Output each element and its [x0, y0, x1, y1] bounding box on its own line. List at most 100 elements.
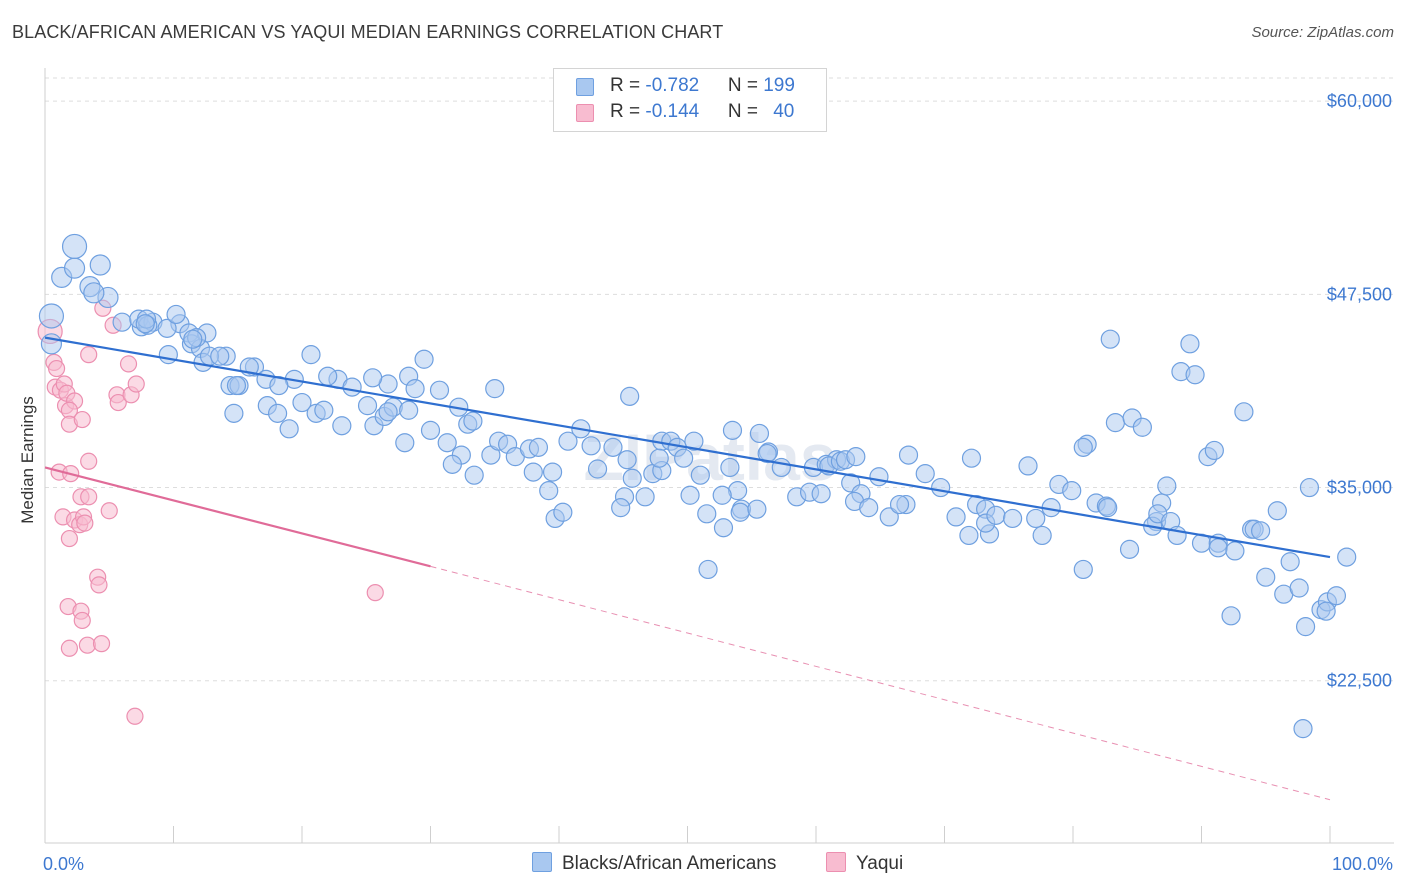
y-axis-label: Median Earnings: [18, 396, 37, 524]
black-point: [279, 419, 299, 439]
black-point: [1299, 477, 1320, 498]
black-point: [363, 368, 383, 388]
black-point: [318, 366, 338, 386]
black-point: [523, 462, 543, 482]
n-value: 40: [773, 101, 795, 122]
black-point: [1295, 617, 1316, 637]
chart-title: BLACK/AFRICAN AMERICAN VS YAQUI MEDIAN E…: [12, 22, 724, 42]
black-point: [771, 457, 791, 478]
black-point: [1234, 402, 1254, 422]
blue-swatch: [532, 852, 552, 872]
black-point: [301, 345, 321, 365]
black-point: [1337, 547, 1357, 567]
yaqui-point: [78, 636, 97, 654]
black-point: [314, 400, 334, 420]
black-point: [712, 485, 732, 505]
black-point: [1293, 719, 1313, 739]
black-point: [1180, 334, 1200, 354]
y-tick-label: $35,000: [1327, 478, 1392, 498]
black-point: [539, 481, 559, 501]
axes: [44, 68, 1394, 844]
black-point: [158, 345, 178, 365]
black-point: [617, 450, 637, 470]
black-point: [1062, 481, 1082, 501]
black-point: [690, 465, 710, 485]
r-label: R =: [610, 101, 646, 122]
yaqui-point: [90, 576, 108, 594]
black-point: [603, 437, 623, 457]
black-point: [1018, 456, 1038, 476]
black-point: [1100, 329, 1120, 349]
black-point: [946, 507, 966, 527]
black-point: [414, 349, 434, 369]
black-point: [680, 485, 700, 505]
black-point: [622, 468, 642, 488]
black-point: [1073, 437, 1093, 457]
black-point: [1326, 586, 1347, 606]
black-point: [429, 380, 450, 400]
black-point: [986, 505, 1006, 525]
black-point: [713, 518, 734, 538]
black-point: [587, 459, 608, 479]
black-trend-line: [44, 336, 1331, 559]
black-point: [40, 333, 63, 355]
yaqui-point: [127, 375, 145, 393]
black-point: [959, 525, 979, 546]
series-legend: Blacks/African Americans Yaqui: [0, 852, 1406, 878]
black-point: [528, 437, 549, 457]
black-point: [135, 314, 155, 334]
yaqui-point: [100, 502, 118, 520]
black-point: [405, 379, 425, 399]
y-tick-label: $22,500: [1327, 671, 1392, 691]
yaqui-point: [366, 584, 384, 602]
black-point: [1289, 578, 1309, 598]
pink-swatch: [576, 104, 594, 122]
black-point: [542, 462, 563, 482]
yaqui-point: [92, 635, 111, 653]
black-point: [879, 507, 899, 527]
black-point: [961, 448, 982, 468]
black-point: [811, 484, 831, 504]
yaqui-point: [47, 359, 66, 378]
black-point: [931, 477, 951, 498]
yaqui-trend-line: [44, 466, 431, 568]
black-point: [342, 377, 362, 397]
black-point: [1098, 498, 1118, 518]
black-point: [1185, 365, 1205, 385]
yaqui-points: [37, 299, 384, 725]
legend-label-yaqui: Yaqui: [856, 853, 904, 874]
pink-swatch: [826, 852, 846, 872]
y-tick-label: $47,500: [1327, 284, 1392, 304]
black-point: [210, 346, 230, 366]
black-point: [697, 504, 717, 524]
black-point: [846, 447, 866, 467]
x-tick-label-min: 0.0%: [43, 854, 84, 874]
black-point: [61, 233, 88, 260]
legend-item-black: Blacks/African Americans: [532, 852, 776, 875]
n-label: N =: [727, 75, 764, 96]
black-point: [83, 282, 105, 304]
yaqui-point: [109, 393, 127, 412]
black-point: [357, 396, 378, 416]
yaqui-point: [119, 355, 138, 373]
black-point: [420, 420, 441, 440]
black-point: [553, 502, 573, 522]
black-point: [747, 499, 767, 519]
yaqui-point: [126, 707, 144, 725]
correlation-legend: R = -0.782 N = 199 R = -0.144 N = 40: [553, 68, 827, 132]
black-point: [267, 403, 288, 423]
yaqui-point: [80, 346, 98, 364]
black-point: [224, 403, 244, 423]
black-point: [183, 329, 203, 349]
black-point: [1267, 501, 1287, 521]
black-point: [463, 411, 483, 431]
yaqui-point: [80, 488, 98, 506]
black-point: [1280, 552, 1300, 572]
black-point: [226, 375, 247, 396]
black-point: [698, 559, 718, 580]
black-point: [1073, 559, 1093, 580]
black-point: [649, 448, 669, 468]
black-point: [730, 502, 750, 522]
black-point: [399, 400, 419, 420]
